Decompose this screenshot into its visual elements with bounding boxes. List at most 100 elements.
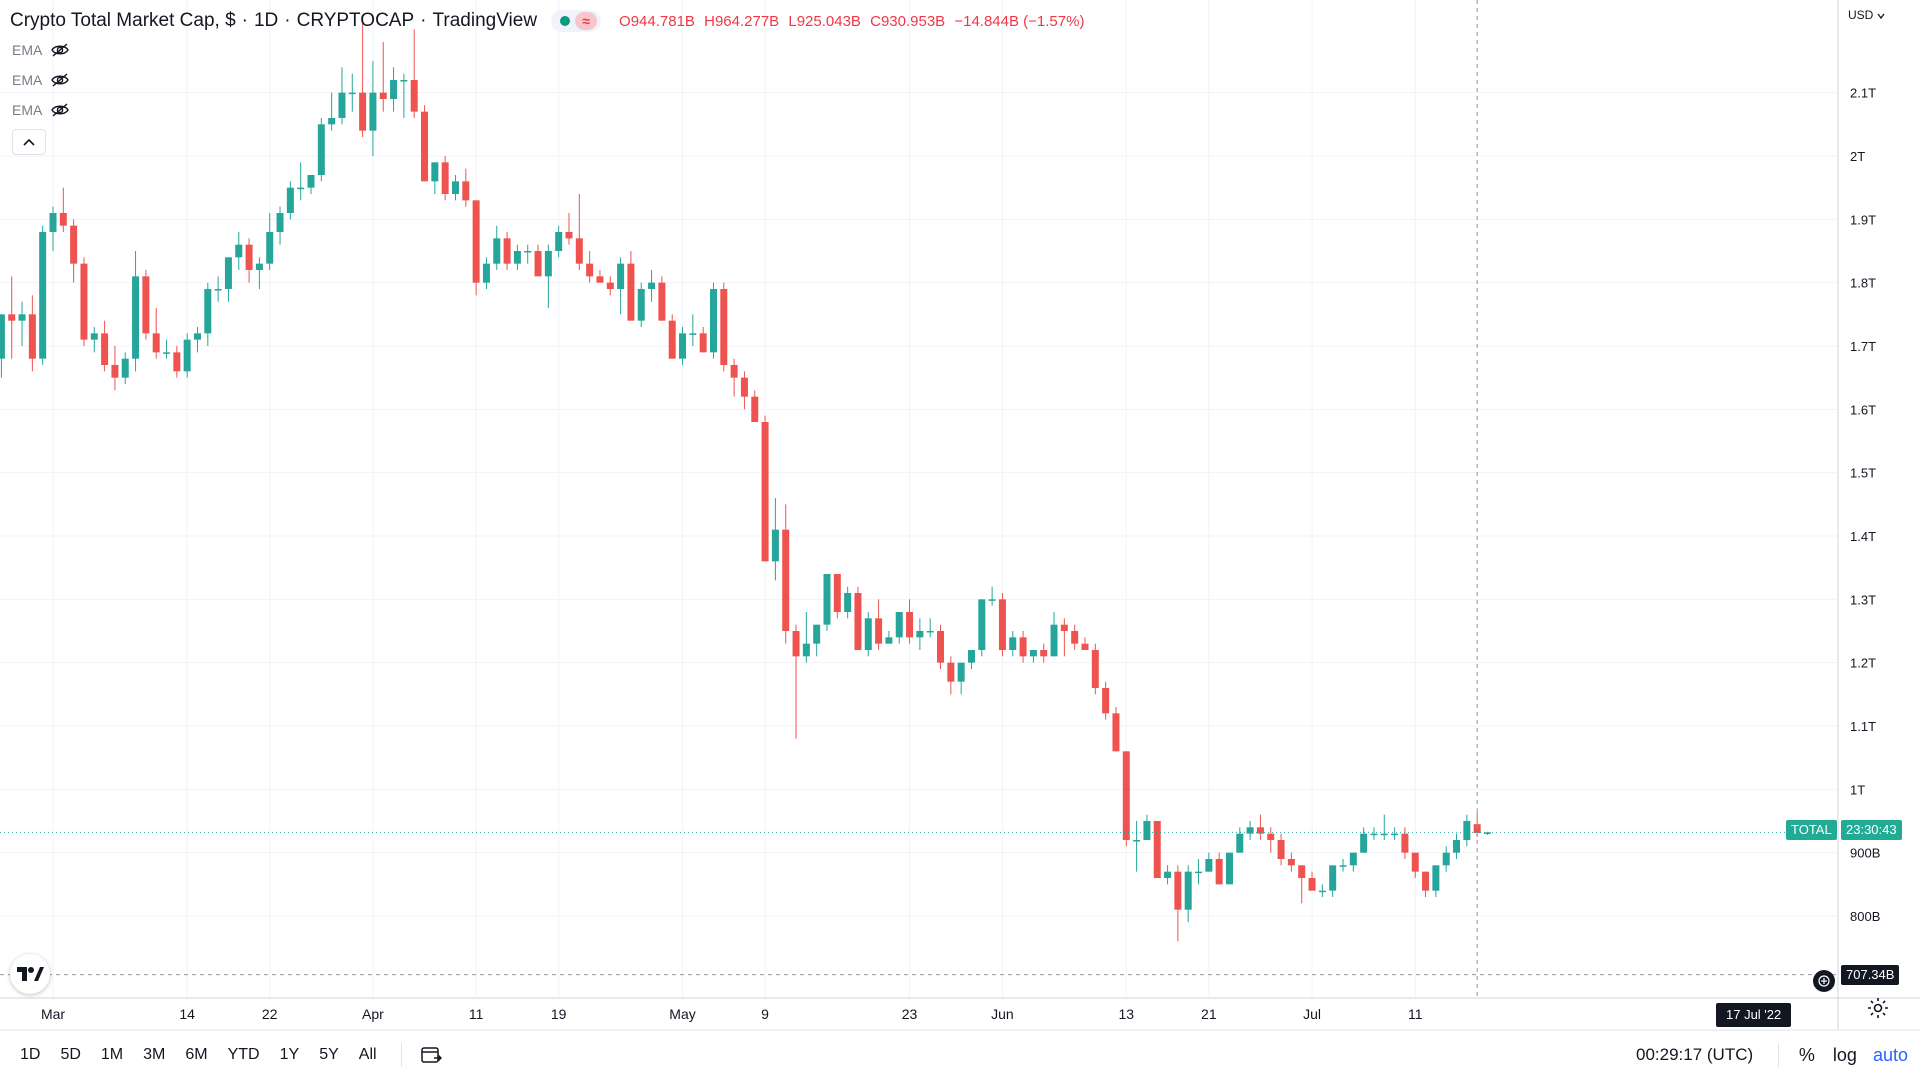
candle[interactable]: [1019, 631, 1027, 663]
candle[interactable]: [844, 586, 852, 619]
currency-selector[interactable]: USD: [1848, 8, 1885, 22]
candle[interactable]: [1298, 865, 1306, 904]
candle[interactable]: [1246, 821, 1254, 840]
candle[interactable]: [1256, 814, 1264, 840]
candle[interactable]: [0, 314, 5, 378]
candle[interactable]: [524, 244, 532, 264]
candle[interactable]: [132, 251, 140, 372]
candle[interactable]: [410, 29, 418, 118]
candle[interactable]: [1267, 827, 1275, 853]
candle[interactable]: [875, 599, 883, 650]
candle[interactable]: [1009, 631, 1017, 657]
candle[interactable]: [534, 244, 542, 277]
candle[interactable]: [1380, 814, 1388, 840]
candle[interactable]: [926, 618, 934, 638]
candle[interactable]: [668, 314, 676, 359]
candle[interactable]: [70, 219, 78, 283]
candle[interactable]: [224, 257, 232, 302]
range-1m-button[interactable]: 1M: [100, 1046, 124, 1063]
candle[interactable]: [637, 282, 645, 327]
percent-scale-button[interactable]: %: [1798, 1044, 1815, 1065]
candle[interactable]: [1122, 751, 1130, 847]
eye-crossed-icon[interactable]: [50, 72, 70, 88]
eye-crossed-icon[interactable]: [50, 42, 70, 58]
candle[interactable]: [266, 213, 274, 270]
candle[interactable]: [152, 308, 160, 359]
candle[interactable]: [555, 225, 563, 258]
candle[interactable]: [183, 333, 191, 378]
candle[interactable]: [297, 162, 305, 201]
candle[interactable]: [1050, 612, 1058, 657]
candle[interactable]: [1339, 859, 1347, 872]
candle[interactable]: [204, 282, 212, 346]
candle[interactable]: [792, 624, 800, 739]
candle[interactable]: [28, 295, 36, 372]
candle[interactable]: [493, 225, 501, 270]
candle[interactable]: [328, 92, 336, 131]
indicator-ema-2[interactable]: EMA: [12, 69, 70, 91]
candle[interactable]: [503, 232, 511, 270]
candle[interactable]: [1422, 871, 1430, 897]
candle[interactable]: [1225, 852, 1233, 885]
candle[interactable]: [937, 624, 945, 669]
candle[interactable]: [885, 631, 893, 644]
candle[interactable]: [606, 276, 614, 296]
add-alert-button[interactable]: [1813, 970, 1835, 992]
candle[interactable]: [627, 251, 635, 321]
candle[interactable]: [895, 612, 903, 644]
candle[interactable]: [214, 276, 222, 302]
candle[interactable]: [947, 656, 955, 695]
eye-crossed-icon[interactable]: [50, 102, 70, 118]
candle[interactable]: [689, 314, 697, 346]
candle[interactable]: [679, 327, 687, 365]
candle[interactable]: [751, 390, 759, 422]
candle[interactable]: [379, 42, 387, 112]
candle[interactable]: [307, 175, 315, 194]
candle[interactable]: [957, 662, 965, 695]
candle[interactable]: [441, 156, 449, 201]
candle[interactable]: [173, 346, 181, 378]
candle[interactable]: [1215, 852, 1223, 885]
candle[interactable]: [390, 67, 398, 112]
candle[interactable]: [864, 612, 872, 657]
candle[interactable]: [1133, 821, 1141, 872]
gear-icon[interactable]: [1866, 996, 1890, 1020]
candle[interactable]: [586, 251, 594, 283]
candle[interactable]: [1277, 833, 1285, 866]
range-all-button[interactable]: All: [358, 1046, 377, 1063]
candle[interactable]: [720, 282, 728, 372]
candle[interactable]: [472, 200, 480, 296]
candle[interactable]: [761, 415, 769, 562]
candle[interactable]: [421, 105, 429, 182]
candle[interactable]: [400, 73, 408, 118]
candle[interactable]: [1318, 884, 1326, 897]
candle[interactable]: [1112, 707, 1120, 752]
candle[interactable]: [1071, 624, 1079, 650]
candle[interactable]: [359, 16, 367, 137]
candle[interactable]: [1174, 865, 1182, 942]
candle[interactable]: [709, 282, 717, 359]
candle[interactable]: [482, 257, 490, 289]
candle[interactable]: [348, 73, 356, 112]
candle[interactable]: [1411, 852, 1419, 878]
candle[interactable]: [1360, 827, 1368, 853]
candle[interactable]: [813, 624, 821, 657]
candle[interactable]: [998, 593, 1006, 657]
indicator-ema-3[interactable]: EMA: [12, 99, 70, 121]
candle[interactable]: [833, 574, 841, 619]
candle[interactable]: [451, 175, 459, 201]
candle[interactable]: [163, 339, 171, 359]
candle[interactable]: [142, 270, 150, 340]
clock-display[interactable]: 00:29:17 (UTC): [1636, 1045, 1754, 1064]
candle[interactable]: [59, 187, 67, 232]
candle[interactable]: [1370, 827, 1378, 840]
candle[interactable]: [80, 257, 88, 346]
range-5y-button[interactable]: 5Y: [319, 1046, 339, 1063]
status-pills[interactable]: ≈: [551, 10, 602, 32]
candle[interactable]: [740, 371, 748, 410]
candle[interactable]: [235, 232, 243, 270]
candle[interactable]: [1391, 827, 1399, 840]
candle[interactable]: [802, 612, 810, 663]
interval-label[interactable]: 1D: [253, 10, 279, 31]
